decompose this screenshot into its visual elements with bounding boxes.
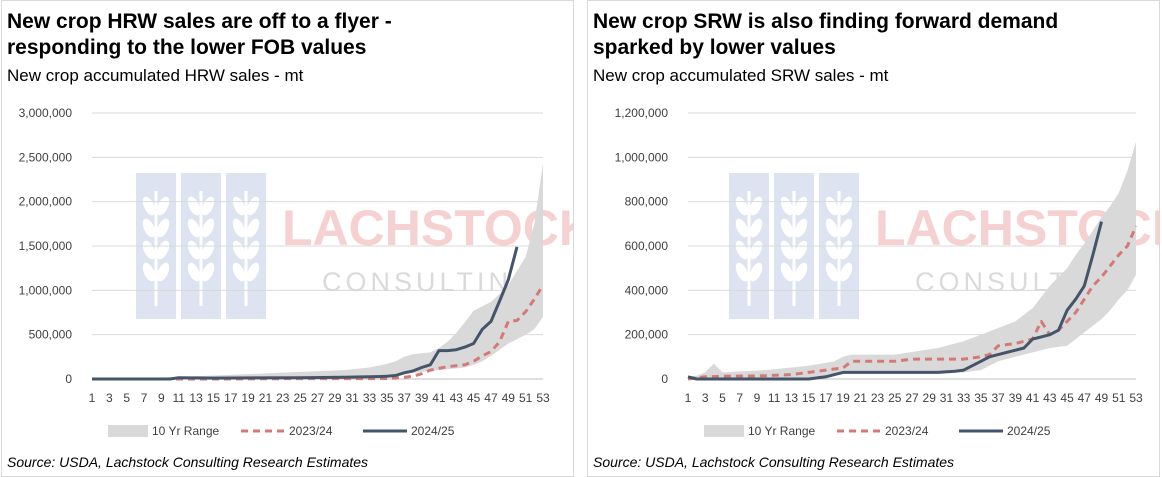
series-2023-24 xyxy=(92,284,545,381)
source-note: Source: USDA, Lachstock Consulting Resea… xyxy=(593,454,955,470)
x-tick-label: 47 xyxy=(484,391,498,405)
chart-title-line-1: New crop HRW sales are off to a flyer - xyxy=(7,10,392,33)
x-tick-label: 9 xyxy=(754,391,761,405)
y-tick-label: 500,000 xyxy=(29,328,73,342)
series-2023-24 xyxy=(687,225,1138,381)
chart-title-line-2: sparked by lower values xyxy=(593,36,836,59)
x-tick-label: 51 xyxy=(519,391,533,405)
legend-swatch-range xyxy=(108,425,148,437)
x-tick-label: 15 xyxy=(802,391,816,405)
x-tick-label: 39 xyxy=(1009,391,1023,405)
x-tick-label: 39 xyxy=(415,391,429,405)
srw-chart-panel: New crop SRW is also finding forward dem… xyxy=(587,0,1160,477)
legend-label: 10 Yr Range xyxy=(748,424,815,438)
legend: 10 Yr Range 2023/24 2024/25 xyxy=(108,424,455,438)
x-tick-label: 31 xyxy=(346,391,360,405)
x-tick-label: 17 xyxy=(224,391,238,405)
x-tick-label: 33 xyxy=(363,391,377,405)
chart-title: New crop HRW sales are off to a flyer - … xyxy=(7,9,567,61)
y-tick-label: 1,500,000 xyxy=(19,239,73,253)
y-tick-label: 1,200,000 xyxy=(615,106,669,120)
x-tick-label: 53 xyxy=(1129,391,1143,405)
x-tick-label: 41 xyxy=(1026,391,1040,405)
x-tick-label: 43 xyxy=(450,391,464,405)
y-tick-label: 0 xyxy=(661,372,668,386)
x-tick-label: 45 xyxy=(1060,391,1074,405)
y-tick-label: 200,000 xyxy=(625,328,669,342)
x-tick-label: 5 xyxy=(719,391,726,405)
x-tick-label: 37 xyxy=(991,391,1005,405)
x-tick-label: 19 xyxy=(836,391,850,405)
series-10yr-range xyxy=(688,141,1136,379)
legend: 10 Yr Range 2023/24 2024/25 xyxy=(704,424,1051,438)
x-tick-label: 21 xyxy=(854,391,868,405)
x-tick-label: 1 xyxy=(89,391,96,405)
y-tick-label: 2,000,000 xyxy=(19,195,73,209)
y-tick-label: 2,500,000 xyxy=(19,150,73,164)
x-tick-label: 37 xyxy=(398,391,412,405)
x-tick-label: 5 xyxy=(123,391,130,405)
legend-label: 2023/24 xyxy=(289,424,333,438)
y-tick-label: 3,000,000 xyxy=(19,106,73,120)
legend-label: 2023/24 xyxy=(885,424,929,438)
x-tick-label: 49 xyxy=(502,391,516,405)
x-tick-label: 45 xyxy=(467,391,481,405)
x-tick-label: 25 xyxy=(293,391,307,405)
x-tick-label: 29 xyxy=(328,391,342,405)
series-2024-25 xyxy=(687,221,1103,381)
x-tick-label: 27 xyxy=(311,391,325,405)
x-tick-label: 21 xyxy=(259,391,273,405)
x-tick-label: 49 xyxy=(1095,391,1109,405)
y-tick-label: 400,000 xyxy=(625,283,669,297)
y-tick-label: 1,000,000 xyxy=(615,150,669,164)
x-tick-label: 19 xyxy=(241,391,255,405)
legend-label: 10 Yr Range xyxy=(152,424,219,438)
y-tick-label: 600,000 xyxy=(625,239,669,253)
x-tick-label: 33 xyxy=(957,391,971,405)
x-tick-label: 11 xyxy=(768,391,781,405)
series-2024-25 xyxy=(92,246,519,381)
x-tick-label: 35 xyxy=(974,391,988,405)
x-tick-label: 53 xyxy=(536,391,550,405)
source-note: Source: USDA, Lachstock Consulting Resea… xyxy=(7,454,369,470)
x-tick-label: 15 xyxy=(207,391,221,405)
y-tick-label: 0 xyxy=(65,372,72,386)
x-tick-label: 43 xyxy=(1043,391,1057,405)
chart-title: New crop SRW is also finding forward dem… xyxy=(593,9,1153,61)
chart-title-line-2: responding to the lower FOB values xyxy=(7,36,367,59)
legend-swatch-range xyxy=(704,425,744,437)
x-tick-label: 23 xyxy=(871,391,885,405)
x-tick-label: 3 xyxy=(106,391,113,405)
x-tick-label: 35 xyxy=(380,391,394,405)
x-tick-label: 17 xyxy=(819,391,833,405)
x-tick-label: 27 xyxy=(905,391,919,405)
x-tick-label: 25 xyxy=(888,391,902,405)
watermark-sub-text: CONSULTING xyxy=(322,267,537,297)
x-tick-label: 13 xyxy=(785,391,799,405)
x-tick-label: 47 xyxy=(1078,391,1092,405)
legend-label: 2024/25 xyxy=(411,424,455,438)
y-tick-label: 1,000,000 xyxy=(19,283,73,297)
hrw-sales-chart: LACHSTOCK CONSULTING 0 500,000 1,000,000 1,50… xyxy=(19,106,573,438)
x-tick-label: 11 xyxy=(172,391,185,405)
x-tick-label: 3 xyxy=(702,391,709,405)
watermark-main-text: LACHSTOCK xyxy=(282,200,573,256)
chart-subtitle: New crop accumulated HRW sales - mt xyxy=(7,66,304,85)
x-tick-label: 51 xyxy=(1112,391,1126,405)
x-tick-label: 41 xyxy=(432,391,446,405)
x-tick-label: 7 xyxy=(141,391,148,405)
x-tick-label: 29 xyxy=(923,391,937,405)
legend-label: 2024/25 xyxy=(1007,424,1051,438)
x-tick-label: 31 xyxy=(940,391,954,405)
x-tick-label: 13 xyxy=(189,391,203,405)
y-tick-label: 800,000 xyxy=(625,195,669,209)
srw-sales-chart: LACHSTOCKCONSULTING0200,000400,000600,00… xyxy=(615,106,1159,438)
chart-title-line-1: New crop SRW is also finding forward dem… xyxy=(593,10,1059,33)
chart-subtitle: New crop accumulated SRW sales - mt xyxy=(593,66,889,85)
x-tick-label: 9 xyxy=(158,391,165,405)
hrw-chart-panel: New crop HRW sales are off to a flyer - … xyxy=(1,0,574,477)
x-tick-label: 1 xyxy=(685,391,692,405)
x-tick-label: 7 xyxy=(736,391,743,405)
x-tick-label: 23 xyxy=(276,391,290,405)
